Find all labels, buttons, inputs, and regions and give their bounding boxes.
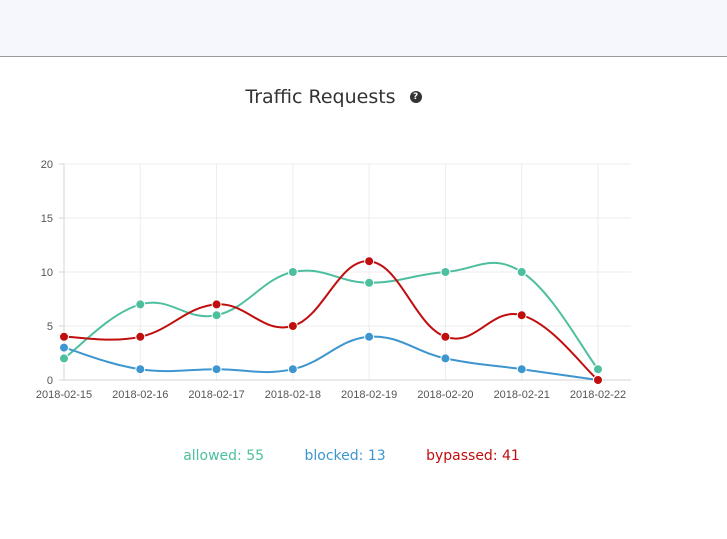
y-tick-label: 10	[41, 267, 53, 279]
question-circle-icon[interactable]: ?	[409, 90, 422, 103]
data-point-allowed	[135, 299, 146, 310]
x-tick-label: 2018-02-19	[341, 389, 397, 401]
chart-legend: allowed: 55 blocked: 13 bypassed: 41	[0, 448, 703, 464]
data-point-allowed	[211, 310, 222, 321]
legend-item-bypassed[interactable]: bypassed: 41	[426, 448, 520, 464]
series-line-blocked	[63, 335, 599, 381]
data-point-blocked	[516, 364, 527, 375]
y-tick-label: 0	[47, 375, 53, 387]
data-point-allowed	[364, 277, 375, 288]
y-tick-label: 5	[47, 321, 53, 333]
chart-title: Traffic Requests	[245, 86, 396, 108]
data-point-allowed	[593, 364, 603, 375]
data-point-bypassed	[440, 331, 451, 342]
data-point-blocked	[135, 364, 146, 375]
chart-header: Traffic Requests ?	[0, 86, 667, 108]
y-tick-label: 20	[41, 159, 53, 171]
legend-item-blocked[interactable]: blocked: 13	[304, 448, 386, 464]
data-point-bypassed	[59, 331, 69, 342]
top-bar	[0, 0, 727, 57]
x-tick-label: 2018-02-22	[570, 389, 626, 401]
x-tick-label: 2018-02-18	[265, 389, 321, 401]
data-point-blocked	[211, 364, 222, 375]
series-line-bypassed	[63, 260, 599, 381]
x-tick-label: 2018-02-17	[188, 389, 244, 401]
data-point-allowed	[287, 267, 298, 277]
data-point-blocked	[59, 342, 69, 353]
legend-item-allowed[interactable]: allowed: 55	[183, 448, 265, 464]
data-point-allowed	[516, 267, 527, 277]
y-tick-label: 15	[41, 213, 53, 225]
data-point-blocked	[440, 353, 451, 364]
x-tick-label: 2018-02-15	[36, 389, 92, 401]
x-tick-label: 2018-02-20	[417, 389, 473, 401]
data-point-bypassed	[211, 299, 222, 310]
x-tick-label: 2018-02-21	[494, 389, 550, 401]
data-point-bypassed	[135, 331, 146, 342]
data-point-bypassed	[593, 375, 603, 385]
data-point-blocked	[287, 364, 298, 375]
data-point-allowed	[59, 353, 69, 364]
data-point-bypassed	[516, 310, 527, 321]
data-point-bypassed	[287, 321, 298, 331]
data-point-bypassed	[364, 256, 375, 267]
x-tick-label: 2018-02-16	[112, 389, 168, 401]
data-point-allowed	[440, 267, 451, 277]
data-point-blocked	[364, 331, 375, 342]
